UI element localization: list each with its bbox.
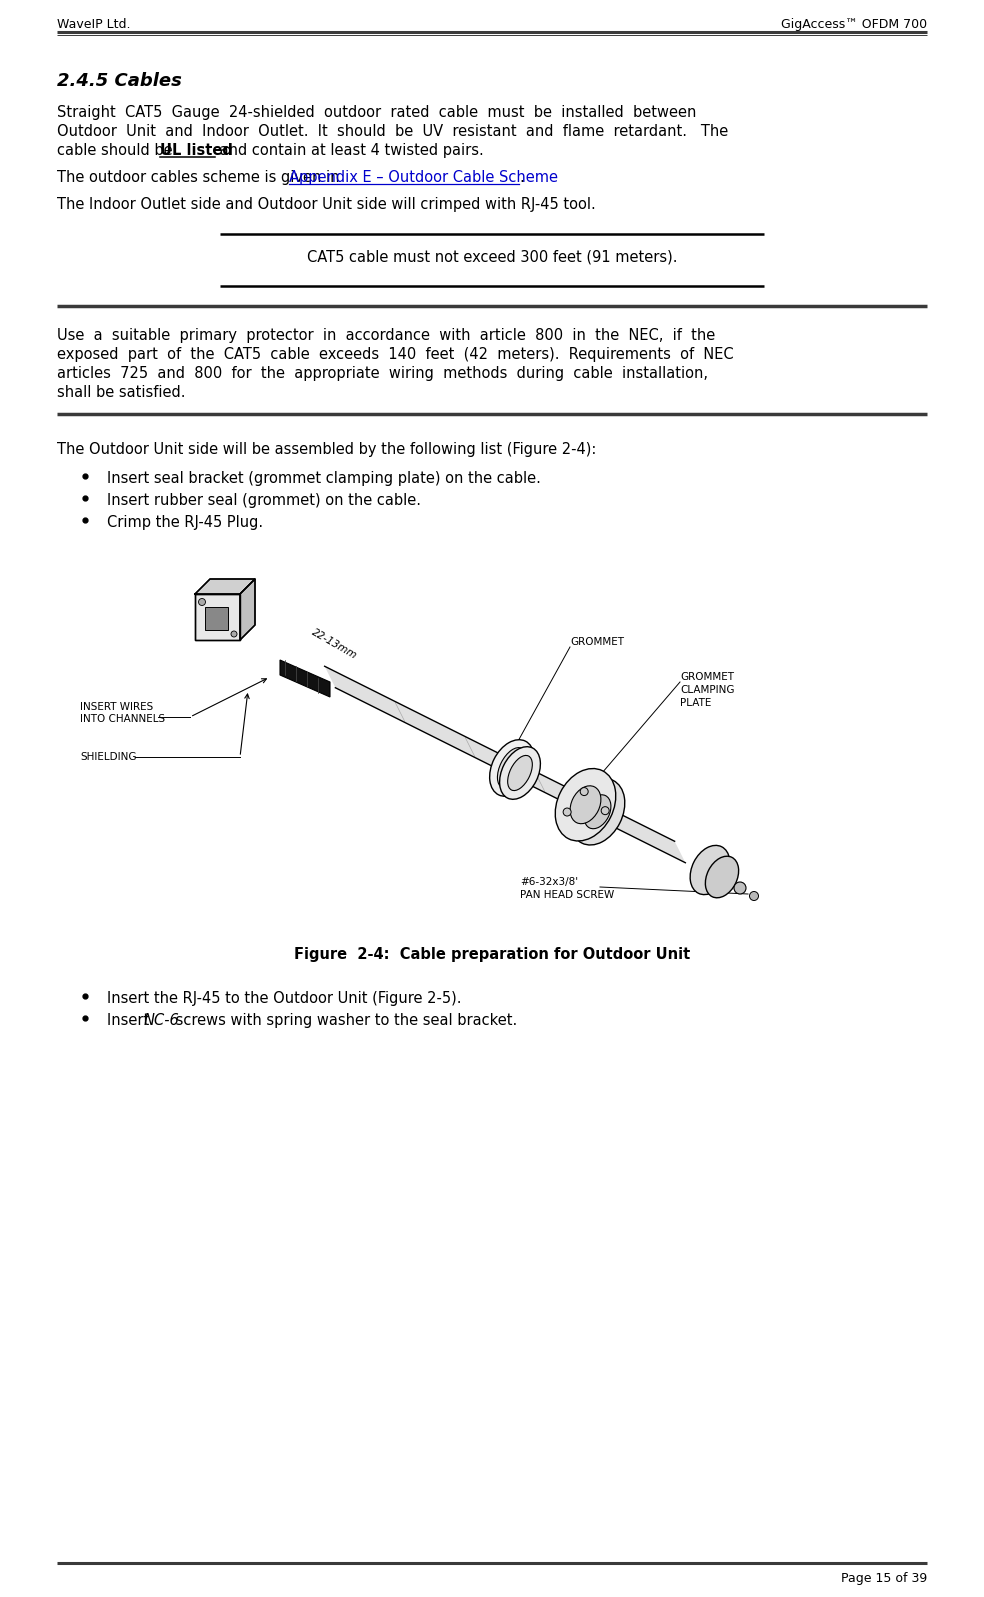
Text: PAN HEAD SCREW: PAN HEAD SCREW (520, 890, 614, 901)
Polygon shape (195, 594, 240, 640)
Ellipse shape (584, 795, 611, 829)
Text: .: . (519, 169, 523, 185)
Polygon shape (240, 580, 255, 640)
Text: Crimp the RJ-45 Plug.: Crimp the RJ-45 Plug. (107, 514, 263, 530)
Text: Insert the RJ-45 to the Outdoor Unit (Figure 2-5).: Insert the RJ-45 to the Outdoor Unit (Fi… (107, 992, 461, 1006)
Text: GROMMET: GROMMET (570, 637, 624, 647)
Text: Page 15 of 39: Page 15 of 39 (840, 1571, 927, 1584)
Text: GROMMET: GROMMET (680, 672, 734, 682)
Text: CLAMPING: CLAMPING (680, 685, 734, 695)
Text: Use  a  suitable  primary  protector  in  accordance  with  article  800  in  th: Use a suitable primary protector in acco… (57, 327, 715, 343)
Text: INTO CHANNELS: INTO CHANNELS (80, 714, 165, 723)
Text: UL listed: UL listed (160, 144, 233, 158)
Text: cable should be: cable should be (57, 144, 177, 158)
Text: exposed  part  of  the  CAT5  cable  exceeds  140  feet  (42  meters).  Requirem: exposed part of the CAT5 cable exceeds 1… (57, 347, 734, 363)
Text: GigAccess™ OFDM 700: GigAccess™ OFDM 700 (781, 18, 927, 30)
Text: PLATE: PLATE (680, 698, 711, 707)
Circle shape (563, 808, 571, 816)
Text: Straight  CAT5  Gauge  24-shielded  outdoor  rated  cable  must  be  installed  : Straight CAT5 Gauge 24-shielded outdoor … (57, 105, 697, 120)
Text: NC-6: NC-6 (144, 1012, 180, 1028)
Text: INSERT WIRES: INSERT WIRES (80, 703, 154, 712)
Polygon shape (205, 607, 228, 629)
Text: and contain at least 4 twisted pairs.: and contain at least 4 twisted pairs. (215, 144, 484, 158)
Circle shape (231, 631, 237, 637)
Polygon shape (195, 580, 255, 594)
Text: SHIELDING: SHIELDING (80, 752, 137, 762)
Text: Figure  2-4:  Cable preparation for Outdoor Unit: Figure 2-4: Cable preparation for Outdoo… (294, 947, 690, 961)
Text: Appendix E – Outdoor Cable Scheme: Appendix E – Outdoor Cable Scheme (289, 169, 558, 185)
Text: CAT5 cable must not exceed 300 feet (91 meters).: CAT5 cable must not exceed 300 feet (91 … (307, 251, 677, 265)
Text: Insert: Insert (107, 1012, 154, 1028)
Polygon shape (325, 666, 686, 862)
Ellipse shape (555, 768, 616, 842)
Text: 22-13mm: 22-13mm (310, 628, 359, 661)
Polygon shape (280, 660, 330, 696)
Ellipse shape (570, 778, 625, 845)
Text: The Outdoor Unit side will be assembled by the following list (Figure 2-4):: The Outdoor Unit side will be assembled … (57, 442, 596, 457)
Text: Insert rubber seal (grommet) on the cable.: Insert rubber seal (grommet) on the cabl… (107, 493, 421, 508)
Text: The outdoor cables scheme is given in: The outdoor cables scheme is given in (57, 169, 344, 185)
Circle shape (581, 787, 588, 795)
Text: The Indoor Outlet side and Outdoor Unit side will crimped with RJ-45 tool.: The Indoor Outlet side and Outdoor Unit … (57, 196, 595, 212)
Circle shape (199, 599, 206, 605)
Ellipse shape (706, 856, 739, 898)
Circle shape (750, 891, 759, 901)
Ellipse shape (508, 755, 532, 791)
Text: Outdoor  Unit  and  Indoor  Outlet.  It  should  be  UV  resistant  and  flame  : Outdoor Unit and Indoor Outlet. It shoul… (57, 125, 728, 139)
Circle shape (601, 806, 609, 814)
Text: articles  725  and  800  for  the  appropriate  wiring  methods  during  cable  : articles 725 and 800 for the appropriate… (57, 366, 708, 382)
Text: shall be satisfied.: shall be satisfied. (57, 385, 186, 399)
Text: screws with spring washer to the seal bracket.: screws with spring washer to the seal br… (171, 1012, 518, 1028)
Ellipse shape (570, 786, 601, 824)
Ellipse shape (690, 845, 730, 894)
Circle shape (734, 882, 746, 894)
Text: #6-32x3/8': #6-32x3/8' (520, 877, 579, 886)
Text: Insert seal bracket (grommet clamping plate) on the cable.: Insert seal bracket (grommet clamping pl… (107, 471, 541, 485)
Ellipse shape (490, 739, 534, 797)
Ellipse shape (500, 747, 540, 800)
Text: 2.4.5 Cables: 2.4.5 Cables (57, 72, 182, 89)
Text: WaveIP Ltd.: WaveIP Ltd. (57, 18, 131, 30)
Ellipse shape (498, 747, 526, 789)
